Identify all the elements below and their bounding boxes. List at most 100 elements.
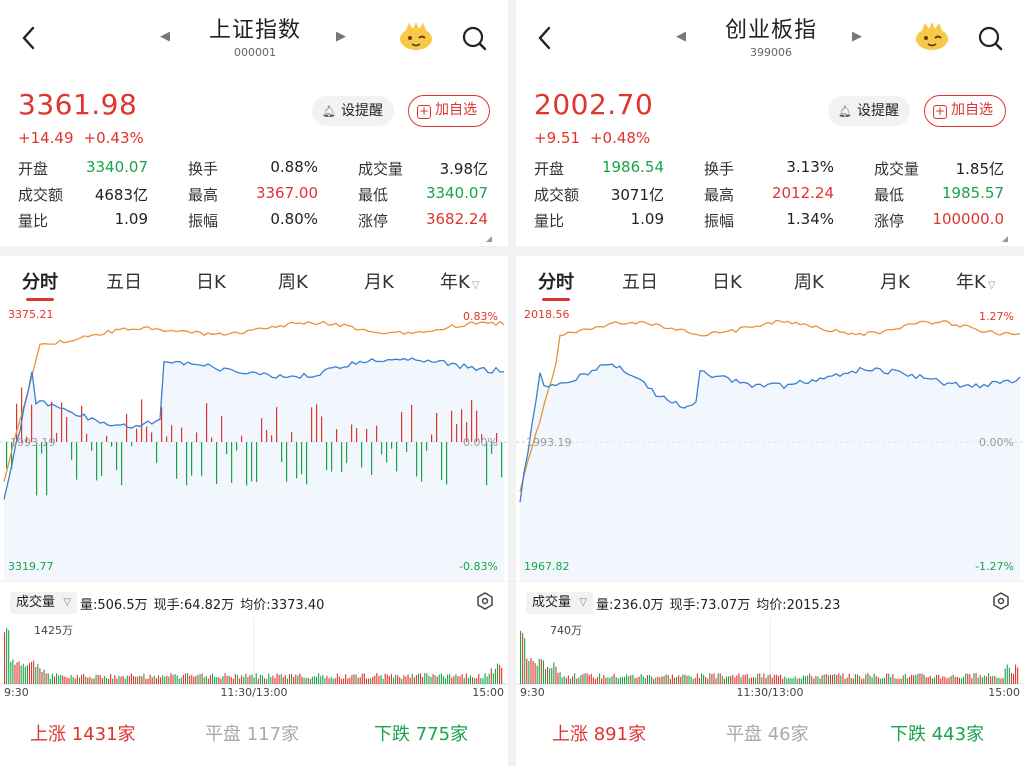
volume-down-bar bbox=[802, 675, 804, 684]
volume-down-bar bbox=[569, 678, 572, 684]
volume-down-bar bbox=[305, 678, 307, 684]
tab-period[interactable]: 年K ▽ bbox=[440, 268, 480, 294]
flat-value: 46家 bbox=[767, 724, 809, 745]
tab-period[interactable]: 日K bbox=[712, 268, 742, 294]
volume-down-bar bbox=[380, 675, 382, 684]
tab-period[interactable]: 月K bbox=[364, 268, 394, 294]
volume-up-bar bbox=[145, 678, 147, 684]
volume-up-bar bbox=[293, 677, 295, 684]
mascot-icon[interactable] bbox=[398, 20, 434, 52]
stat-label: 量比 bbox=[534, 212, 565, 230]
volume-max-label: 740万 bbox=[550, 624, 582, 637]
period-tabs: 分时 五日 日K 周K 月K 年K ▽ bbox=[0, 260, 508, 301]
gear-icon[interactable] bbox=[476, 592, 494, 610]
search-icon[interactable] bbox=[460, 24, 490, 54]
current-price: 2002.70 bbox=[534, 88, 654, 121]
tab-period[interactable]: 周K bbox=[278, 268, 308, 294]
index-title: 上证指数 bbox=[208, 18, 301, 43]
time-label: 11:30/13:00 bbox=[220, 686, 287, 699]
volume-down-bar bbox=[70, 674, 72, 684]
net-up-bar bbox=[136, 428, 138, 442]
period-tabs: 分时 五日 日K 周K 月K 年K ▽ bbox=[516, 260, 1024, 301]
triangle-left-icon[interactable]: ◀ bbox=[676, 29, 686, 44]
volume-down-bar bbox=[180, 677, 182, 684]
stat-value: 3340.07 bbox=[85, 158, 148, 176]
volume-chart: 740万 9:30 11:30/13:00 15:00 bbox=[516, 618, 1024, 699]
chevron-left-icon[interactable] bbox=[18, 24, 40, 52]
add-watchlist-button[interactable]: + 加自选 bbox=[408, 95, 490, 127]
tab-period[interactable]: 周K bbox=[794, 268, 824, 294]
set-alert-button[interactable]: 🔔︎ 设提醒 bbox=[828, 96, 910, 126]
volume-up-bar bbox=[590, 673, 592, 684]
net-up-bar bbox=[316, 404, 318, 442]
tab-period[interactable]: 年K ▽ bbox=[956, 268, 996, 294]
volume-up-bar bbox=[576, 678, 578, 684]
tab-label: 分时 bbox=[22, 272, 58, 293]
fall-count: 下跌 775家 bbox=[374, 720, 468, 746]
volume-down-bar bbox=[95, 674, 97, 684]
volume-up-bar bbox=[99, 675, 101, 684]
chevron-left-icon[interactable] bbox=[534, 24, 556, 52]
triangle-left-icon[interactable]: ◀ bbox=[160, 29, 170, 44]
tab-period[interactable]: 五日 bbox=[622, 268, 658, 294]
tab-period[interactable]: 五日 bbox=[106, 268, 142, 294]
volume-up-bar bbox=[705, 676, 707, 684]
triangle-right-icon[interactable]: ▶ bbox=[336, 29, 346, 44]
mascot-icon[interactable] bbox=[914, 20, 950, 52]
volume-down-bar bbox=[318, 673, 320, 684]
volume-down-bar bbox=[684, 674, 686, 684]
volume-down-bar bbox=[222, 676, 224, 684]
volume-down-bar bbox=[137, 676, 139, 684]
search-icon[interactable] bbox=[976, 24, 1006, 54]
set-alert-button[interactable]: 🔔︎ 设提醒 bbox=[312, 96, 394, 126]
volume-down-bar bbox=[544, 668, 547, 684]
expand-corner-icon[interactable] bbox=[1002, 236, 1008, 242]
add-watchlist-button[interactable]: + 加自选 bbox=[924, 95, 1006, 127]
min-pct-label: -0.83% bbox=[459, 560, 498, 573]
volume-up-bar bbox=[372, 676, 374, 684]
volume-selector[interactable]: 成交量 ▽ bbox=[526, 592, 594, 614]
volume-selector[interactable]: 成交量 ▽ bbox=[10, 592, 78, 614]
volume-up-bar bbox=[288, 674, 291, 684]
volume-up-bar bbox=[374, 675, 376, 684]
change-value: +14.49 bbox=[18, 129, 74, 147]
volume-up-bar bbox=[813, 678, 815, 684]
volume-down-bar bbox=[817, 676, 819, 684]
change-value: +9.51 bbox=[534, 129, 580, 147]
net-down-bar bbox=[371, 442, 373, 475]
stat-label: 最低 bbox=[358, 186, 389, 204]
intraday-chart[interactable]: 3375.21 1993.19 3319.77 0.83% 0.00% -0.83% bbox=[0, 300, 508, 582]
volume-up-bar bbox=[218, 677, 220, 684]
net-up-bar bbox=[401, 412, 403, 442]
volume-up-bar bbox=[378, 675, 380, 684]
volume-down-bar bbox=[524, 638, 526, 684]
volume-down-bar bbox=[599, 673, 601, 684]
volume-down-bar bbox=[709, 673, 711, 684]
time-label: 15:00 bbox=[472, 686, 504, 699]
volume-down-bar bbox=[332, 678, 334, 684]
volume-down-bar bbox=[72, 677, 74, 684]
tab-underline bbox=[26, 298, 54, 301]
volume-down-bar bbox=[197, 674, 199, 684]
tab-period[interactable]: 分时 bbox=[538, 268, 574, 301]
tab-period[interactable]: 日K bbox=[196, 268, 226, 294]
volume-up-bar bbox=[771, 677, 773, 684]
volume-up-bar bbox=[946, 678, 948, 684]
volume-down-bar bbox=[243, 677, 245, 684]
volume-up-bar bbox=[399, 677, 401, 684]
net-up-bar bbox=[241, 435, 243, 442]
tab-period[interactable]: 分时 bbox=[22, 268, 58, 301]
volume-up-bar bbox=[328, 678, 330, 684]
volume-up-bar bbox=[736, 675, 738, 684]
gear-icon[interactable] bbox=[992, 592, 1010, 610]
tab-period[interactable]: 月K bbox=[880, 268, 910, 294]
net-up-bar bbox=[81, 405, 83, 442]
volume-up-bar bbox=[898, 678, 900, 684]
intraday-chart[interactable]: 2018.56 1993.19 1967.82 1.27% 0.00% -1.27% bbox=[516, 300, 1024, 582]
volume-down-bar bbox=[103, 676, 105, 684]
volume-up-bar bbox=[892, 674, 894, 684]
expand-corner-icon[interactable] bbox=[486, 236, 492, 242]
volume-down-bar bbox=[819, 678, 821, 684]
triangle-right-icon[interactable]: ▶ bbox=[852, 29, 862, 44]
net-down-bar bbox=[36, 442, 38, 496]
